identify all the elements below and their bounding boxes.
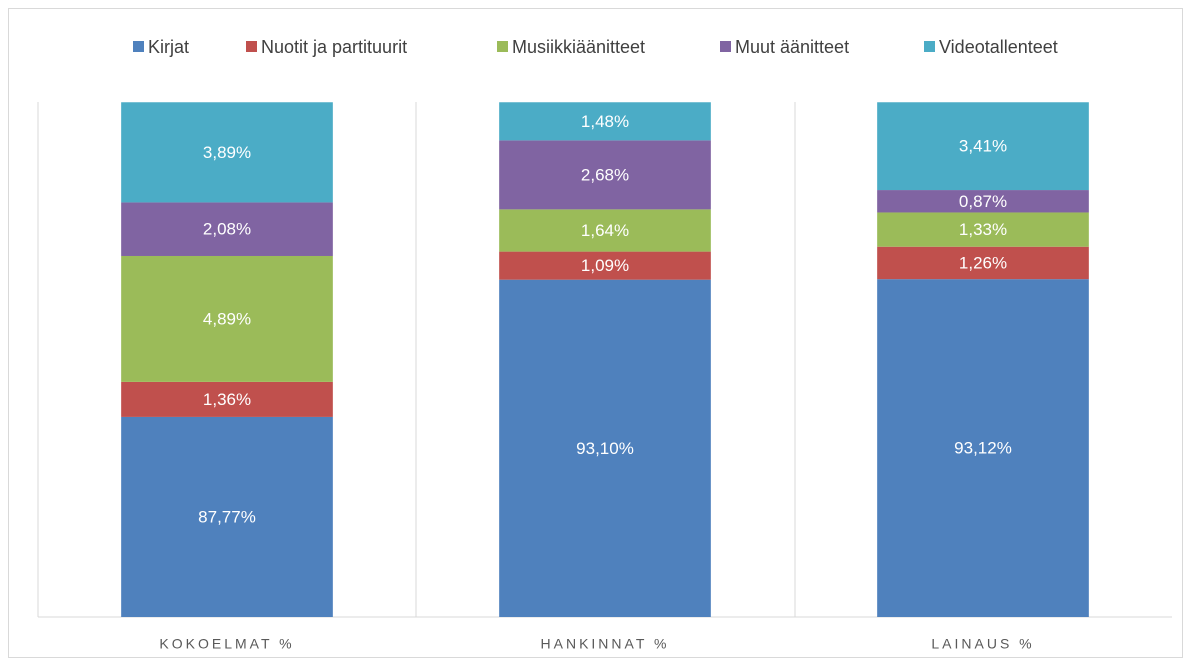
bar-segment <box>499 102 711 141</box>
bar-segment <box>121 381 333 417</box>
legend-swatch <box>246 41 257 52</box>
data-label: 87,77% <box>198 507 256 526</box>
data-label: 1,09% <box>581 256 629 275</box>
data-label: 3,41% <box>959 137 1007 156</box>
data-label: 1,36% <box>203 390 251 409</box>
bar-segment <box>877 279 1089 617</box>
legend-label: Kirjat <box>148 37 189 57</box>
data-label: 2,68% <box>581 165 629 184</box>
x-tick-label: HANKINNAT % <box>541 636 670 652</box>
legend-swatch <box>497 41 508 52</box>
legend-label: Muut äänitteet <box>735 37 849 57</box>
bar-segment <box>877 102 1089 191</box>
bar-segment <box>877 212 1089 247</box>
bar-segment <box>877 190 1089 213</box>
data-label: 1,26% <box>959 253 1007 272</box>
bar-segment <box>121 202 333 256</box>
data-label: 0,87% <box>959 192 1007 211</box>
bar-segment <box>877 246 1089 280</box>
legend-label: Nuotit ja partituurit <box>261 37 407 57</box>
data-label: 1,64% <box>581 221 629 240</box>
bar-segment <box>499 251 711 280</box>
data-label: 1,48% <box>581 112 629 131</box>
data-label: 93,10% <box>576 439 634 458</box>
bar-segment <box>499 209 711 252</box>
legend-swatch <box>133 41 144 52</box>
data-label: 1,33% <box>959 220 1007 239</box>
bar-segment <box>499 279 711 617</box>
data-label: 93,12% <box>954 439 1012 458</box>
x-tick-label: LAINAUS % <box>931 636 1034 652</box>
bar-segment <box>121 102 333 203</box>
legend-swatch <box>720 41 731 52</box>
legend-label: Videotallenteet <box>939 37 1058 57</box>
data-label: 4,89% <box>203 309 251 328</box>
x-tick-label: KOKOELMAT % <box>159 636 294 652</box>
legend-swatch <box>924 41 935 52</box>
data-label: 2,08% <box>203 220 251 239</box>
bar-segment <box>499 140 711 210</box>
bar-segment <box>121 416 333 617</box>
legend-label: Musiikkiäänitteet <box>512 37 645 57</box>
bar-segment <box>121 255 333 382</box>
data-label: 3,89% <box>203 143 251 162</box>
